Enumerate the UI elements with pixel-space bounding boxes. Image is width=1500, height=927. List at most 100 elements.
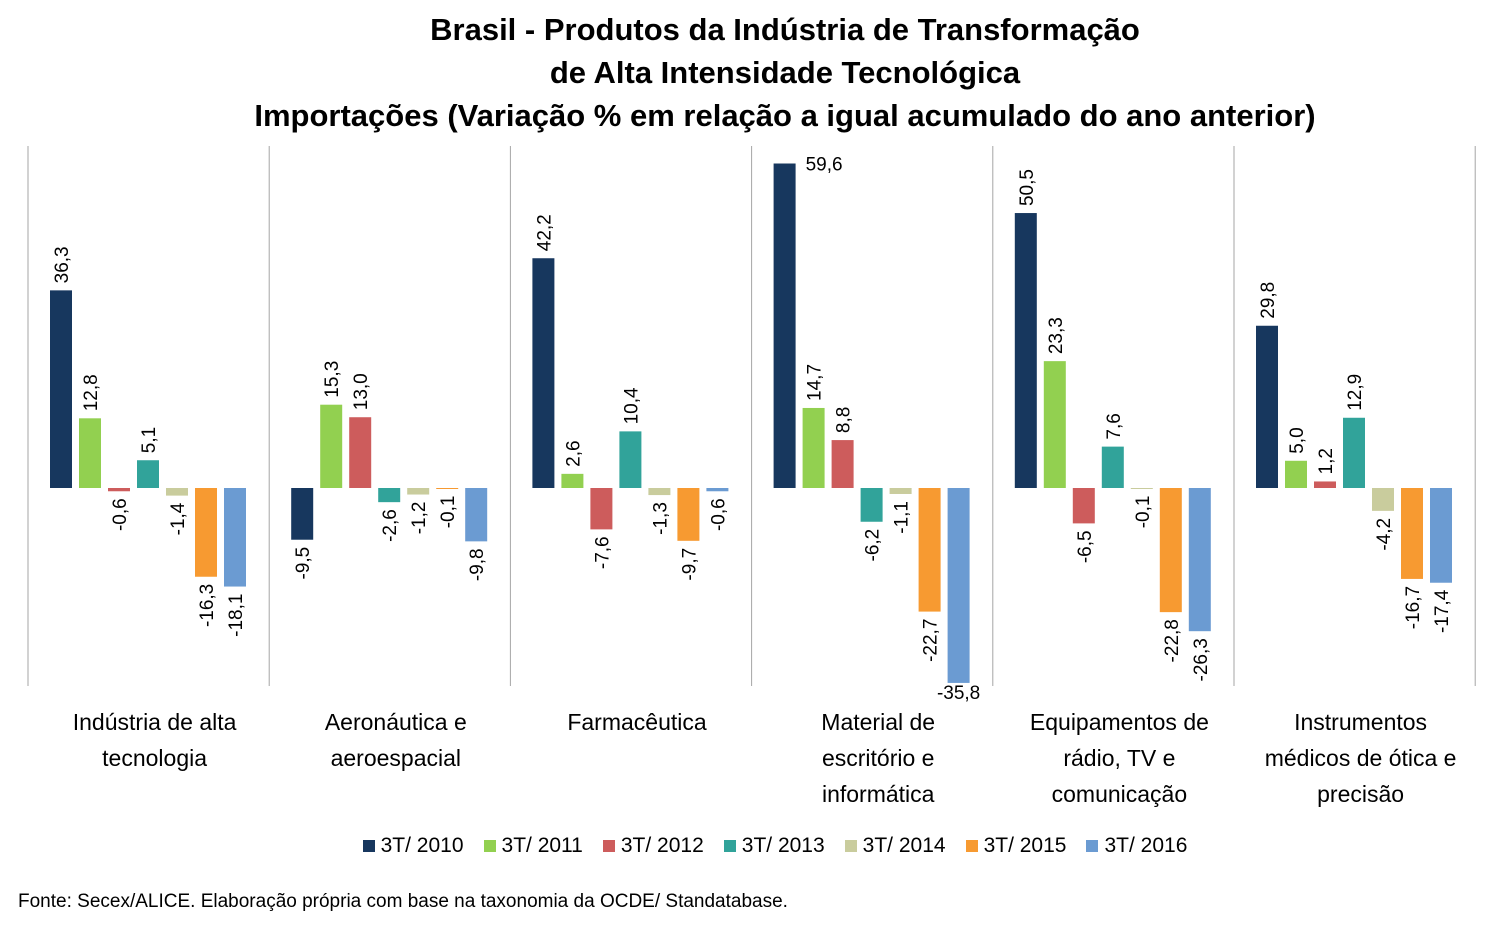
- bar: [79, 418, 101, 488]
- legend-swatch: [965, 840, 978, 852]
- legend-label: 3T/ 2016: [1104, 834, 1188, 857]
- bar: [1101, 446, 1124, 488]
- bar: [320, 404, 343, 488]
- data-label: -7,6: [592, 536, 613, 569]
- data-label: 13,0: [351, 373, 372, 410]
- category-label: Equipamentos de: [1030, 709, 1209, 735]
- legend-swatch: [483, 840, 496, 852]
- data-label: 7,6: [1104, 413, 1125, 439]
- bar: [166, 488, 188, 496]
- bar: [1130, 488, 1153, 489]
- data-label: -1,3: [650, 502, 671, 535]
- chart-title: Brasil - Produtos da Indústria de Transf…: [0, 8, 1500, 137]
- bar: [802, 407, 825, 488]
- bar: [1159, 488, 1182, 613]
- data-label: -0,6: [708, 498, 729, 531]
- legend-swatch: [723, 840, 736, 852]
- data-label: -9,5: [293, 547, 314, 580]
- bar: [1314, 481, 1336, 488]
- category-label: precisão: [1317, 781, 1404, 807]
- data-label: 50,5: [1017, 169, 1038, 206]
- legend-label: 3T/ 2010: [380, 834, 464, 857]
- legend-item: 3T/ 2011: [483, 834, 583, 858]
- data-label: -26,3: [1191, 638, 1212, 681]
- bar: [1285, 460, 1307, 488]
- data-label: 5,0: [1287, 427, 1308, 453]
- category-label: rádio, TV e: [1063, 745, 1175, 771]
- data-label: -0,1: [1133, 496, 1154, 529]
- legend-swatch: [844, 840, 857, 852]
- category-label: tecnologia: [102, 745, 207, 771]
- data-label: -1,2: [409, 502, 430, 535]
- bar: [532, 258, 555, 488]
- legend-item: 3T/ 2012: [602, 834, 704, 858]
- data-label: -1,4: [168, 502, 189, 535]
- legend-swatch: [602, 840, 615, 852]
- bar: [619, 431, 642, 488]
- legend-item: 3T/ 2010: [362, 834, 464, 858]
- legend-swatch: [362, 840, 375, 852]
- bar: [1372, 488, 1394, 511]
- bar: [1343, 417, 1365, 488]
- chart-title-line-3: Importações (Variação % em relação a igu…: [254, 98, 1316, 133]
- data-label: -9,8: [467, 548, 488, 581]
- legend-label: 3T/ 2011: [501, 834, 583, 857]
- legend-item: 3T/ 2013: [723, 834, 825, 858]
- chart-title-line-2: de Alta Intensidade Tecnológica: [549, 55, 1021, 90]
- bar: [831, 440, 854, 488]
- data-label: 12,8: [81, 374, 102, 411]
- chart-legend: 3T/ 2010 3T/ 2011 3T/ 2012 3T/ 2013 3T/ 2014…: [0, 834, 1500, 858]
- data-label: -35,8: [937, 683, 980, 704]
- bar: [773, 163, 796, 488]
- legend-swatch: [1086, 840, 1099, 852]
- category-label: comunicação: [1052, 781, 1188, 807]
- data-label: -18,1: [226, 594, 247, 637]
- bar: [465, 488, 488, 542]
- chart-title-line-1: Brasil - Produtos da Indústria de Transf…: [430, 12, 1140, 47]
- bar: [706, 488, 729, 492]
- data-label: -6,5: [1075, 530, 1096, 563]
- legend-item: 3T/ 2014: [844, 834, 946, 858]
- bar: [590, 488, 613, 530]
- category-label: médicos de ótica e: [1265, 745, 1457, 771]
- data-label: 42,2: [534, 214, 555, 251]
- bar: [1072, 488, 1095, 524]
- legend-label: 3T/ 2013: [741, 834, 825, 857]
- data-label: -16,7: [1403, 586, 1424, 629]
- data-label: 15,3: [322, 361, 343, 398]
- data-label: 2,6: [563, 440, 584, 466]
- data-label: -6,2: [863, 529, 884, 562]
- bar: [108, 488, 130, 492]
- bar: [1256, 325, 1278, 488]
- category-label: aeroespacial: [331, 745, 461, 771]
- bar: [195, 488, 217, 577]
- data-label: -22,7: [921, 619, 942, 662]
- bar: [1188, 488, 1211, 632]
- category-label: Instrumentos: [1294, 709, 1427, 735]
- legend-label: 3T/ 2014: [862, 834, 946, 857]
- data-label: 14,7: [805, 364, 826, 401]
- data-label: -22,8: [1162, 619, 1183, 662]
- data-label: 36,3: [52, 246, 73, 283]
- legend-item: 3T/ 2016: [1086, 834, 1187, 858]
- category-label: informática: [822, 781, 935, 807]
- bar: [1430, 488, 1452, 583]
- bar: [378, 488, 401, 503]
- bar: [947, 488, 970, 683]
- bar: [677, 488, 700, 541]
- bar: [1014, 213, 1037, 488]
- bar: [860, 488, 883, 522]
- data-label: -1,1: [892, 501, 913, 534]
- category-label: Aeronáutica e: [325, 709, 467, 735]
- bar: [889, 488, 912, 494]
- category-label: Indústria de alta: [73, 709, 237, 735]
- data-label: -2,6: [380, 509, 401, 542]
- data-label: 5,1: [139, 427, 160, 453]
- data-label: 23,3: [1046, 317, 1067, 354]
- category-label: Farmacêutica: [567, 709, 707, 735]
- data-label: 1,2: [1316, 448, 1337, 474]
- data-label: 29,8: [1258, 282, 1279, 319]
- bar: [224, 488, 246, 587]
- bar: [137, 460, 159, 488]
